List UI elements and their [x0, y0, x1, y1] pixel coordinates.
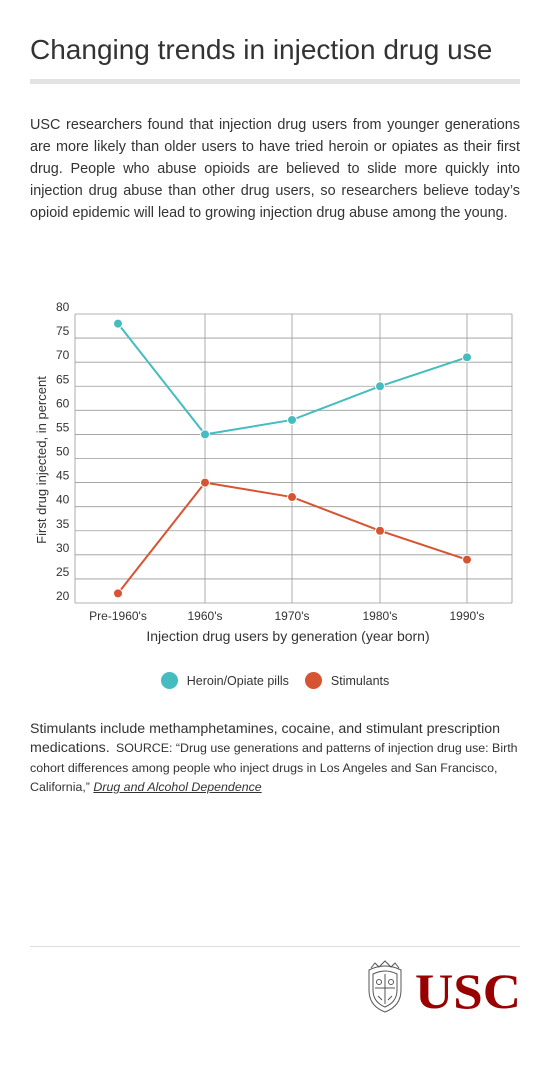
y-tick-label: 25 — [56, 565, 70, 579]
source-journal-link[interactable]: Drug and Alcohol Dependence — [93, 780, 262, 794]
legend-item-stimulants: Stimulants — [304, 672, 390, 689]
intro-paragraph: USC researchers found that injection dru… — [30, 117, 520, 221]
legend-label-stimulants: Stimulants — [330, 673, 390, 688]
footnote: Stimulants include methamphetamines, coc… — [30, 721, 501, 756]
data-point-heroin — [375, 381, 385, 392]
y-axis-ticks: 20 25 30 35 40 45 50 55 60 65 70 75 80 — [56, 300, 70, 603]
y-tick-label: 80 — [56, 300, 70, 314]
y-axis-label: First drug injected, in percent — [34, 376, 49, 544]
y-tick-label: 45 — [56, 469, 70, 483]
y-tick-label: 70 — [56, 348, 70, 362]
x-tick-label: 1970's — [275, 609, 310, 623]
y-tick-label: 40 — [56, 493, 70, 507]
usc-logo: USC — [368, 960, 521, 1016]
title-divider — [30, 79, 520, 84]
legend-item-heroin: Heroin/Opiate pills — [160, 672, 289, 689]
data-point-stimulants — [375, 525, 385, 536]
data-point-stimulants — [113, 588, 123, 599]
y-tick-label: 65 — [56, 372, 70, 386]
legend-swatch-stimulants — [304, 672, 322, 689]
data-point-heroin — [113, 318, 123, 329]
legend-swatch-heroin — [160, 672, 178, 689]
chart-legend: Heroin/Opiate pills Stimulants — [0, 672, 550, 689]
data-point-heroin — [200, 429, 210, 440]
y-tick-label: 60 — [56, 396, 70, 410]
y-tick-label: 55 — [56, 420, 70, 434]
y-tick-label: 50 — [56, 445, 70, 459]
x-tick-label: 1990's — [450, 609, 485, 623]
y-tick-label: 35 — [56, 517, 70, 531]
footer-divider — [30, 946, 520, 947]
usc-wordmark: USC — [415, 963, 521, 1016]
chart-series — [113, 318, 472, 599]
source-text-block: SOURCE: “Drug use generations and patter… — [30, 739, 520, 798]
data-point-stimulants — [200, 477, 210, 488]
y-tick-label: 30 — [56, 541, 70, 555]
page-title: Changing trends in injection drug use — [30, 34, 493, 65]
data-point-stimulants — [287, 492, 297, 503]
x-axis-ticks: Pre-1960's 1960's 1970's 1980's 1990's — [89, 609, 484, 623]
legend-label-heroin: Heroin/Opiate pills — [186, 673, 289, 688]
source-text: SOURCE: “Drug use generations and patter… — [30, 741, 518, 794]
x-tick-label: 1980's — [363, 609, 398, 623]
chart-grid — [74, 313, 513, 604]
data-point-stimulants — [462, 554, 472, 565]
y-tick-label: 20 — [56, 589, 70, 603]
y-tick-label: 75 — [56, 324, 70, 338]
x-tick-label: 1960's — [188, 609, 223, 623]
usc-seal-icon — [368, 960, 402, 1013]
data-point-heroin — [287, 414, 297, 425]
x-tick-label: Pre-1960's — [89, 609, 147, 623]
x-axis-label: Injection drug users by generation (year… — [146, 628, 429, 644]
data-point-heroin — [462, 352, 472, 363]
line-chart: 20 25 30 35 40 45 50 55 60 65 70 75 80 Pre-1960's 196… — [34, 300, 513, 644]
